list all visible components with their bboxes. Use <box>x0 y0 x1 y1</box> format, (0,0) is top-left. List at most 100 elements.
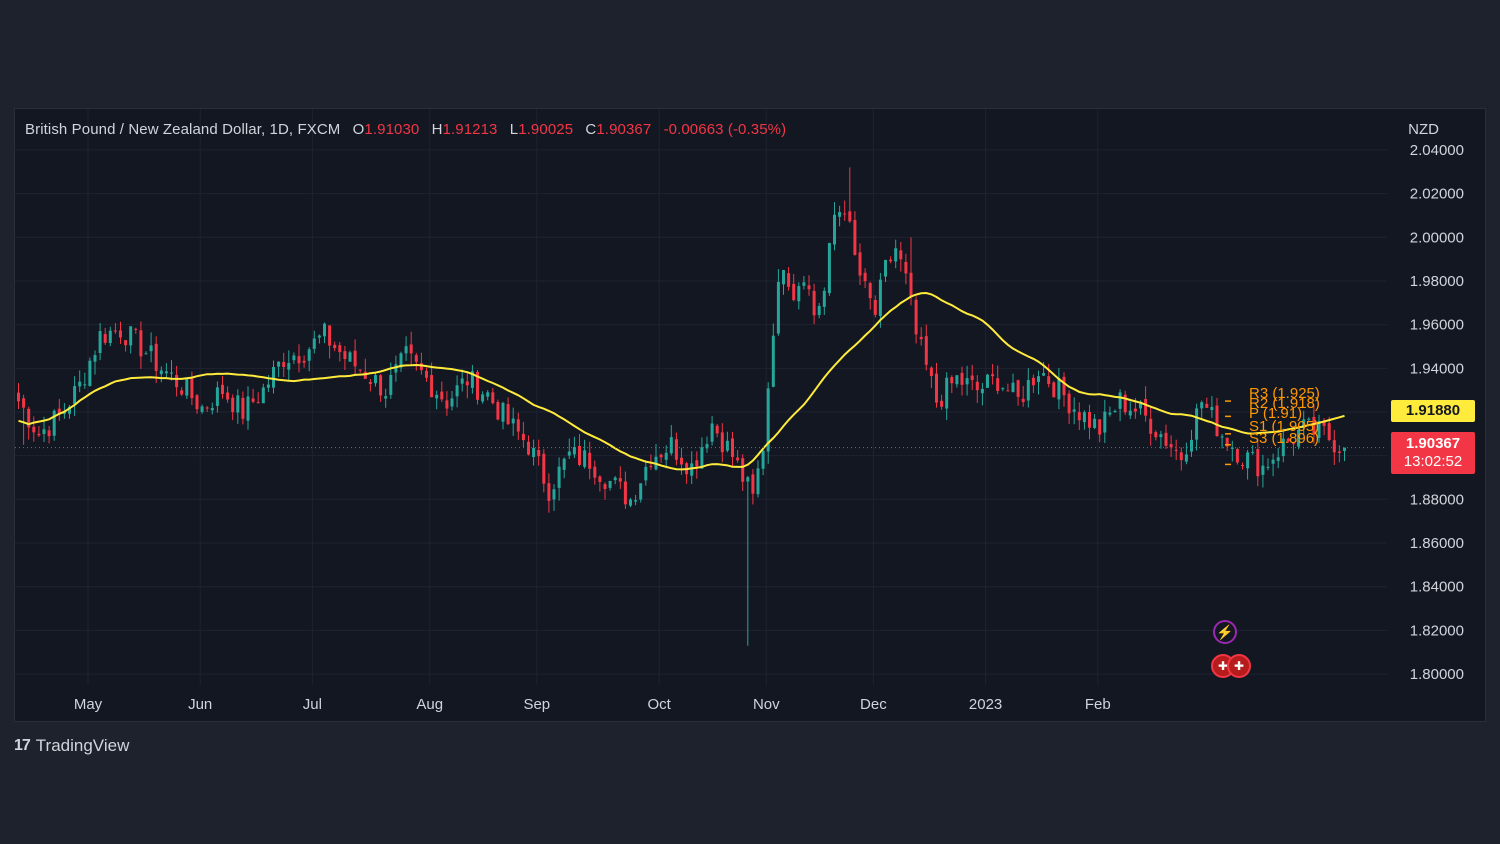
candle-body <box>78 381 82 387</box>
tradingview-brand[interactable]: 17 TradingView <box>14 736 129 756</box>
candle-body <box>57 408 61 415</box>
candle-body <box>506 404 510 425</box>
candle-body <box>231 397 235 413</box>
candle-body <box>1241 464 1244 466</box>
candle-body <box>863 272 867 282</box>
candle-body <box>1154 432 1158 438</box>
candle-body <box>1144 399 1148 416</box>
candle-body <box>450 398 454 407</box>
candle-body <box>751 474 755 494</box>
candle-body <box>843 213 847 215</box>
candle-body <box>1123 394 1127 413</box>
candle-body <box>52 410 56 436</box>
x-tick-label: 2023 <box>969 696 1002 713</box>
candle-body <box>27 408 31 428</box>
candle-body <box>629 499 632 506</box>
candle-body <box>1021 398 1025 402</box>
candle-body <box>1256 449 1260 477</box>
candle-body <box>129 326 133 346</box>
candle-body <box>1307 418 1311 420</box>
candle-body <box>108 330 112 343</box>
candle-body <box>1332 440 1336 453</box>
candle-body <box>894 248 898 262</box>
pivot-s1: S1 (1.905) <box>1249 418 1320 435</box>
candle-body <box>343 351 347 360</box>
candle-body <box>929 367 933 377</box>
close-label: C <box>585 121 597 138</box>
candle-body <box>1042 373 1046 376</box>
y-tick-label: 1.88000 <box>1410 491 1464 508</box>
candle-body <box>878 279 882 316</box>
candle-body <box>389 374 393 395</box>
candle-body <box>572 447 576 455</box>
symbol-title[interactable]: British Pound / New Zealand Dollar, 1D, … <box>25 121 341 138</box>
candle-body <box>42 429 46 434</box>
candle-body <box>501 402 505 422</box>
bar-countdown: 13:02:52 <box>1403 453 1463 470</box>
candle-body <box>328 325 332 346</box>
candle-body <box>180 390 184 395</box>
candle-body <box>481 394 485 402</box>
candle-body <box>1220 436 1224 438</box>
candle-body <box>613 477 617 481</box>
y-tick-label: 1.94000 <box>1410 360 1464 377</box>
candle-body <box>358 369 362 371</box>
candle-body <box>914 299 918 335</box>
candle-body <box>567 451 571 456</box>
candle-body <box>1195 408 1199 440</box>
x-tick-label: Nov <box>753 696 780 713</box>
candle-body <box>368 381 372 384</box>
candle-body <box>797 286 801 302</box>
candle-body <box>827 243 831 294</box>
candle-body <box>659 454 663 458</box>
candle-body <box>557 466 561 488</box>
x-tick-label: Dec <box>860 696 887 713</box>
candle-body <box>873 299 877 315</box>
candle-body <box>542 453 546 484</box>
candle-body <box>302 360 306 363</box>
candle-body <box>1113 410 1117 413</box>
candle-body <box>547 483 551 501</box>
candle-body <box>185 378 189 396</box>
candle-body <box>812 290 816 316</box>
candle-body <box>409 344 413 354</box>
candle-body <box>562 458 566 470</box>
lightning-icon[interactable]: ⚡ <box>1213 620 1237 644</box>
tradingview-logo-icon: 17 <box>14 737 31 754</box>
uk-flag-icon-2[interactable]: ✚ <box>1227 654 1251 678</box>
candle-body <box>435 394 439 399</box>
candle-body <box>1037 376 1040 382</box>
candle-body <box>532 447 536 458</box>
x-tick-label: Jun <box>188 696 212 713</box>
candle-body <box>960 372 964 385</box>
candle-body <box>1271 459 1275 464</box>
candle-body <box>950 377 954 384</box>
candle-body <box>1052 382 1056 398</box>
candle-body <box>266 384 270 388</box>
candle-body <box>348 352 352 362</box>
candle-body <box>955 375 959 385</box>
candle-body <box>848 211 852 222</box>
candle-body <box>853 219 857 255</box>
chart-panel[interactable]: 1.80000 1.82000 1.84000 1.86000 1.88000 1.900… <box>14 108 1486 722</box>
candle-body <box>1001 388 1005 390</box>
candle-body <box>292 355 296 361</box>
high-label: H <box>431 121 443 138</box>
candle-body <box>1327 423 1331 440</box>
candle-body <box>338 345 342 353</box>
candle-body <box>1286 438 1290 442</box>
x-tick-label: Sep <box>523 696 550 713</box>
candle-body <box>1047 376 1051 385</box>
ma-price-tag: 1.91880 <box>1391 400 1475 422</box>
y-tick-label: 1.98000 <box>1410 273 1464 290</box>
candle-body <box>486 392 490 397</box>
candle-body <box>32 426 36 433</box>
candle-body <box>919 336 923 340</box>
candle-body <box>323 323 326 337</box>
candle-body <box>1246 452 1250 469</box>
candle-body <box>470 371 474 388</box>
candle-body <box>868 283 872 299</box>
candle-body <box>363 371 367 379</box>
price-chart[interactable]: 1.80000 1.82000 1.84000 1.86000 1.88000 1.900… <box>15 109 1487 723</box>
candle-body <box>17 392 20 402</box>
